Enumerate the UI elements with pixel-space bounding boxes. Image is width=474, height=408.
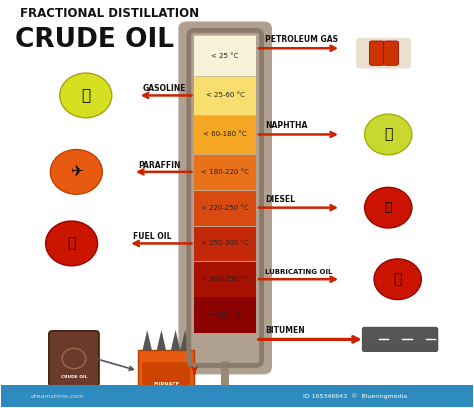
Bar — [194, 297, 256, 333]
Text: 🚗: 🚗 — [81, 88, 91, 103]
Bar — [0, 385, 474, 407]
Text: NAPHTHA: NAPHTHA — [265, 122, 308, 131]
Bar — [194, 35, 256, 76]
Text: 🚢: 🚢 — [67, 237, 76, 251]
FancyBboxPatch shape — [362, 327, 438, 352]
Circle shape — [374, 259, 421, 299]
Text: ✈: ✈ — [70, 164, 82, 180]
Text: 🚛: 🚛 — [384, 201, 392, 214]
Bar — [194, 190, 256, 226]
Text: < 25-60 °C: < 25-60 °C — [206, 93, 245, 98]
Text: CRUDE OIL: CRUDE OIL — [61, 375, 87, 379]
Bar — [194, 262, 256, 297]
FancyBboxPatch shape — [356, 38, 411, 69]
FancyBboxPatch shape — [138, 350, 194, 391]
Text: BITUMEN: BITUMEN — [265, 326, 305, 335]
Text: FURNACE: FURNACE — [153, 382, 179, 387]
Bar — [194, 154, 256, 190]
Text: < 250-300 °C: < 250-300 °C — [201, 240, 249, 246]
Text: < 220-250 °C: < 220-250 °C — [201, 205, 249, 211]
FancyBboxPatch shape — [142, 362, 190, 385]
Text: PETROLEUM GAS: PETROLEUM GAS — [265, 35, 338, 44]
Text: < 25 °C: < 25 °C — [211, 53, 239, 59]
Polygon shape — [156, 330, 166, 350]
Circle shape — [365, 114, 412, 155]
Polygon shape — [171, 330, 180, 350]
FancyBboxPatch shape — [49, 331, 99, 386]
FancyBboxPatch shape — [369, 41, 384, 65]
FancyBboxPatch shape — [383, 41, 399, 65]
Text: GASOLINE: GASOLINE — [143, 84, 186, 93]
Circle shape — [50, 149, 102, 194]
Text: FRACTIONAL DISTILLATION: FRACTIONAL DISTILLATION — [19, 7, 199, 20]
Text: ID 165346643  ©  Blueringmedia: ID 165346643 © Blueringmedia — [303, 393, 407, 399]
Text: < 300-350 °C: < 300-350 °C — [201, 276, 249, 282]
Text: LUBRICATING OIL: LUBRICATING OIL — [265, 269, 333, 275]
Text: DIESEL: DIESEL — [265, 195, 295, 204]
Circle shape — [365, 187, 412, 228]
Bar — [221, 361, 229, 393]
Text: 🛢: 🛢 — [393, 272, 402, 286]
Circle shape — [46, 221, 98, 266]
Polygon shape — [143, 330, 152, 350]
Text: 🧴: 🧴 — [384, 127, 392, 142]
Bar — [194, 76, 256, 115]
Text: CRUDE OIL: CRUDE OIL — [15, 27, 174, 53]
Polygon shape — [180, 330, 190, 350]
Text: < 60-180 °C: < 60-180 °C — [203, 131, 247, 137]
Bar — [168, 388, 225, 395]
Text: FUEL OIL: FUEL OIL — [133, 233, 172, 242]
Text: dreamstime.com: dreamstime.com — [31, 394, 84, 399]
Bar — [194, 226, 256, 262]
Circle shape — [60, 73, 112, 118]
Text: < 180-220 °C: < 180-220 °C — [201, 169, 249, 175]
FancyBboxPatch shape — [178, 22, 272, 375]
Text: PARAFFIN: PARAFFIN — [138, 161, 180, 170]
Bar — [194, 115, 256, 154]
Text: < 350 °C: < 350 °C — [209, 312, 241, 318]
